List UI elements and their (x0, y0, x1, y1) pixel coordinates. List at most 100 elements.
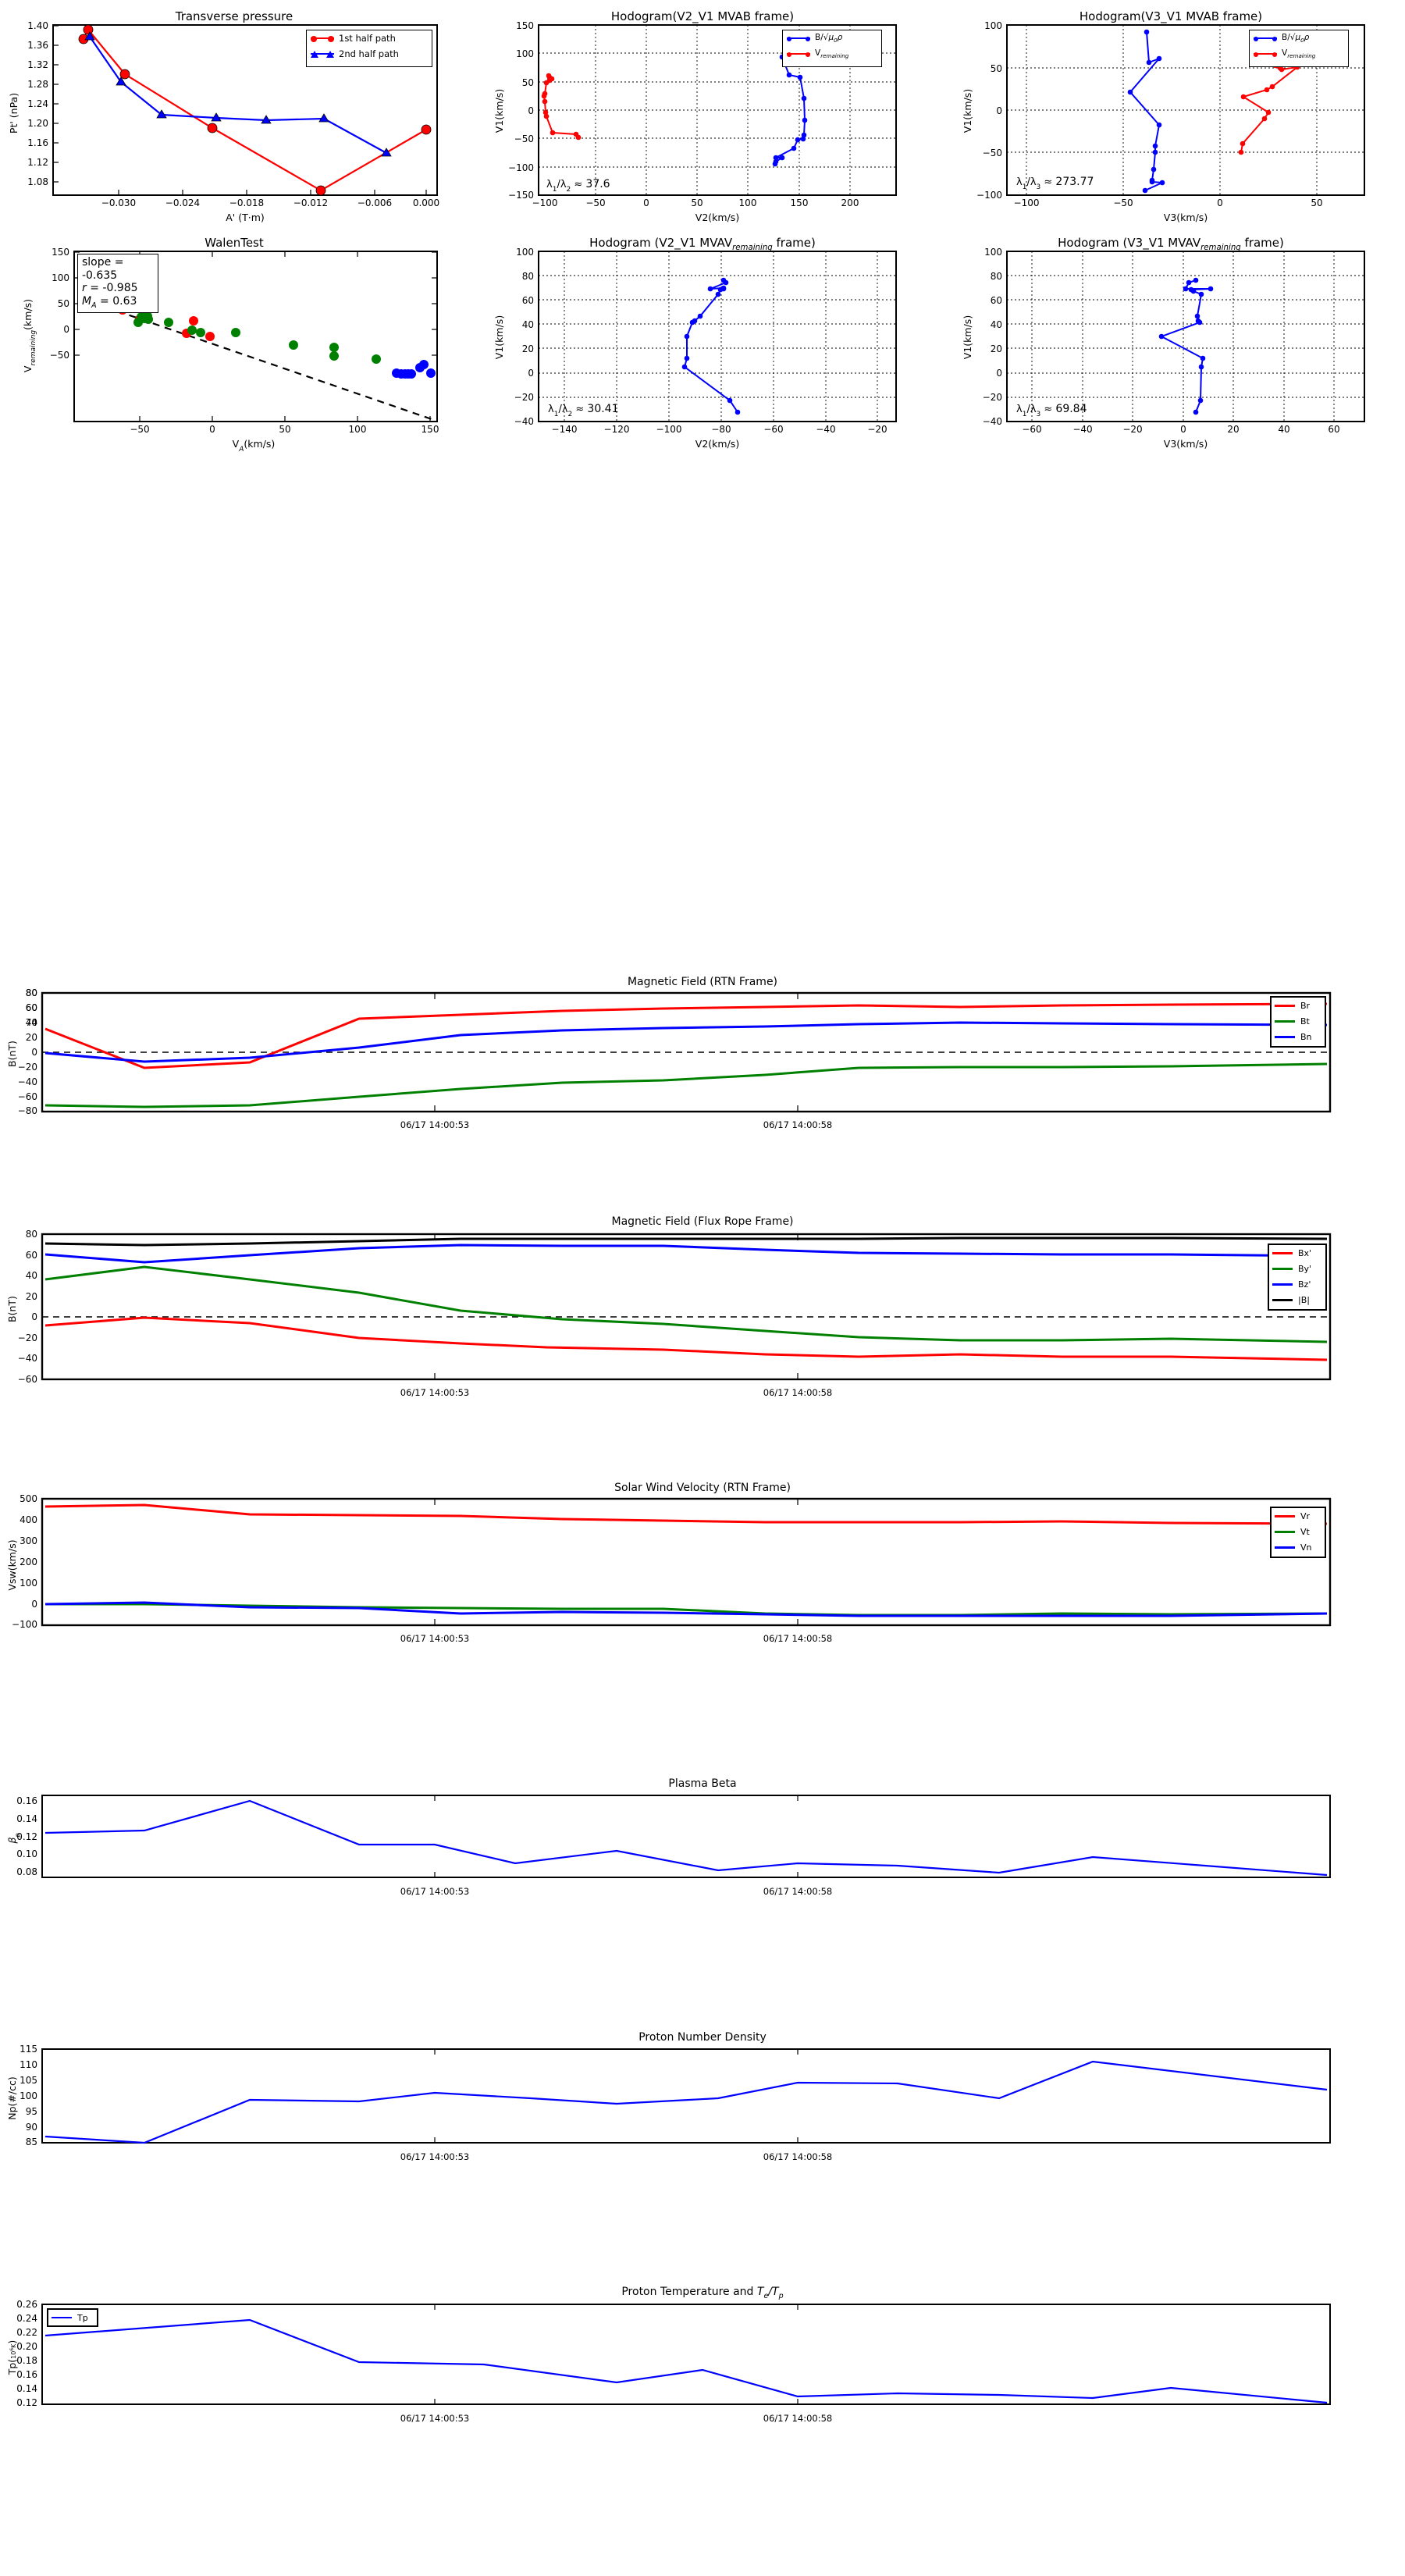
svg-text:−50: −50 (50, 350, 69, 361)
svg-text:100: 100 (739, 197, 757, 208)
svg-text:200: 200 (841, 197, 859, 208)
legend-line-icon (1275, 1546, 1295, 1549)
svg-text:150: 150 (791, 197, 809, 208)
svg-text:100: 100 (984, 20, 1002, 31)
svg-text:40: 40 (991, 319, 1002, 330)
svg-text:110: 110 (20, 2059, 37, 2070)
legend-label: 1st half path (339, 33, 396, 44)
panel-title: Magnetic Field (Flux Rope Frame) (611, 1215, 794, 1228)
eigenvalue-ratio-annotation: λ1/λ3 ≈ 273.77 (1016, 176, 1094, 191)
svg-text:V1(km/s): V1(km/s) (493, 315, 505, 359)
svg-text:−100: −100 (12, 1619, 37, 1630)
svg-text:60: 60 (26, 1250, 37, 1261)
svg-text:50: 50 (1311, 197, 1322, 208)
svg-text:V2(km/s): V2(km/s) (695, 438, 739, 450)
legend-hodogram-v2v1-mvab: B/√μ0ρ Vremaining (782, 30, 882, 67)
svg-text:50: 50 (279, 424, 290, 435)
legend-label: Bn (1300, 1031, 1312, 1042)
walen-ma: MA = 0.63 (82, 294, 137, 310)
svg-text:−50: −50 (514, 133, 534, 144)
panel-proton-number-density: Proton Number Density 115 110 105 100 95 90 … (0, 2014, 1405, 2186)
svg-text:115: 115 (20, 2044, 37, 2055)
svg-text:40: 40 (26, 1270, 37, 1281)
svg-text:50: 50 (691, 197, 702, 208)
svg-text:40: 40 (1278, 424, 1289, 435)
svg-text:−150: −150 (508, 190, 534, 201)
svg-text:A' (T·m): A' (T·m) (226, 212, 265, 223)
walen-stats-box: slope = -0.635 r = -0.985 MA = 0.63 (77, 254, 158, 313)
legend-label: Tp (77, 2312, 88, 2323)
panel-walen-test: WalenTest 150 100 50 0 −50 −50 0 50 (0, 226, 468, 453)
legend-label: |B| (1298, 1294, 1310, 1305)
svg-text:1.36: 1.36 (27, 40, 48, 51)
svg-text:−60: −60 (763, 424, 783, 435)
svg-text:V2(km/s): V2(km/s) (695, 212, 739, 223)
legend-label: Vr (1300, 1510, 1311, 1521)
legend-item: B/√μ0ρ (1250, 30, 1348, 46)
panel-title: Hodogram (V2_V1 MVAVremaining frame) (589, 236, 816, 252)
svg-text:1.24: 1.24 (27, 98, 48, 109)
svg-text:150: 150 (52, 247, 69, 258)
svg-text:V3(km/s): V3(km/s) (1164, 438, 1208, 450)
panel-title: WalenTest (205, 236, 264, 250)
legend-label: Br (1300, 1000, 1311, 1011)
legend-magnetic-field-fluxrope: Bx' By' Bz' |B| (1268, 1244, 1327, 1311)
legend-label: Vn (1300, 1542, 1312, 1553)
svg-text:0: 0 (528, 368, 534, 379)
legend-item: Vr (1272, 1508, 1325, 1524)
svg-text:V1(km/s): V1(km/s) (962, 89, 973, 133)
svg-text:−40: −40 (983, 416, 1002, 427)
panel-title: Magnetic Field (RTN Frame) (627, 976, 778, 988)
svg-text:40: 40 (26, 1017, 37, 1028)
svg-text:105: 105 (20, 2075, 37, 2086)
legend-line-icon (52, 2317, 72, 2318)
svg-text:−40: −40 (514, 416, 534, 427)
svg-text:06/17 14:00:58: 06/17 14:00:58 (763, 2151, 832, 2162)
legend-label: Vt (1300, 1526, 1310, 1537)
hodogram-v2v1-mvav-plot: 100 80 60 40 20 0 −20 −40 −140 −120 −100 −80 −60… (493, 247, 897, 450)
legend-marker-circle-icon (311, 36, 334, 42)
legend-item: Bn (1272, 1029, 1325, 1044)
svg-text:100: 100 (516, 247, 534, 258)
hodogram-v3v1-mvav-plot: 100 80 60 40 20 0 −20 −40 −60 −40 −20 0 20 40 60 V… (962, 247, 1365, 450)
svg-text:−50: −50 (1113, 197, 1133, 208)
legend-label: Vremaining (815, 48, 849, 60)
svg-text:−60: −60 (18, 1091, 37, 1102)
svg-text:50: 50 (58, 298, 69, 309)
legend-line-icon (1275, 1019, 1295, 1023)
svg-text:100: 100 (20, 1578, 37, 1589)
legend-item: By' (1269, 1261, 1325, 1276)
svg-text:06/17 14:00:58: 06/17 14:00:58 (763, 1119, 832, 1130)
svg-text:400: 400 (20, 1514, 37, 1525)
svg-text:90: 90 (26, 2122, 37, 2133)
svg-text:40: 40 (522, 319, 534, 330)
svg-text:0.10: 0.10 (16, 1848, 37, 1859)
svg-text:−0.018: −0.018 (229, 197, 264, 208)
svg-text:−0.030: −0.030 (101, 197, 136, 208)
svg-text:0: 0 (31, 1047, 37, 1058)
svg-text:74: 74 (26, 1017, 37, 1028)
svg-text:0: 0 (1180, 424, 1186, 435)
legend-line-icon (1272, 1298, 1293, 1301)
svg-text:−40: −40 (18, 1076, 37, 1087)
svg-text:0.08: 0.08 (16, 1866, 37, 1877)
legend-label: 2nd half path (339, 48, 399, 59)
legend-line-icon (1272, 1283, 1293, 1286)
walen-test-plot: 150 100 50 0 −50 −50 0 50 100 150 VA(km/s) Vre… (22, 247, 439, 453)
legend-label: Vremaining (1282, 48, 1316, 60)
plasma-beta-plot: 0.160.140.12 0.100.08 βp 06/17 14:00:53 … (6, 1795, 1331, 1897)
svg-text:1.28: 1.28 (27, 79, 48, 90)
svg-text:V3(km/s): V3(km/s) (1164, 212, 1208, 223)
svg-text:−100: −100 (976, 190, 1002, 201)
legend-line-icon (1272, 1267, 1293, 1270)
walen-slope: slope = -0.635 (82, 256, 124, 282)
eigenvalue-ratio-annotation: λ1/λ2 ≈ 30.41 (548, 403, 619, 418)
svg-text:−40: −40 (18, 1353, 37, 1364)
svg-text:50: 50 (522, 77, 534, 88)
svg-text:60: 60 (991, 295, 1002, 306)
svg-text:Tp(106K): Tp(106K) (6, 2340, 18, 2376)
legend-solar-wind-velocity: Vr Vt Vn (1270, 1507, 1326, 1558)
svg-text:06/17 14:00:58: 06/17 14:00:58 (763, 1633, 832, 1644)
svg-text:60: 60 (26, 1002, 37, 1013)
legend-item: Bx' (1269, 1245, 1325, 1261)
